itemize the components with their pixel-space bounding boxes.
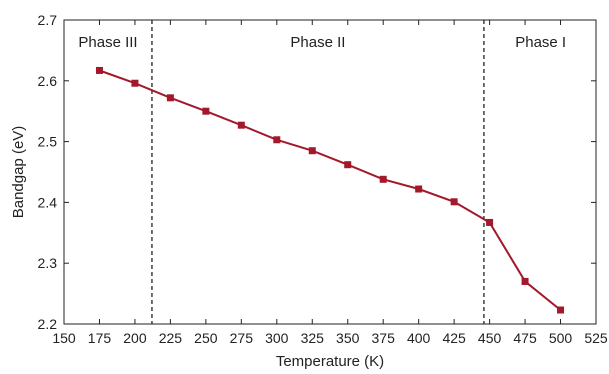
y-tick-label: 2.2 (38, 316, 58, 332)
x-tick-labels: 150 175 200 225 250 275 300 325 350 375 400 425 450 4… (52, 330, 608, 346)
data-point (308, 147, 316, 155)
y-tick-label: 2.7 (38, 12, 58, 28)
y-tick-label: 2.6 (38, 73, 58, 89)
data-point (166, 94, 174, 102)
x-tick-label: 400 (407, 330, 431, 346)
y-tick-label: 2.4 (38, 194, 58, 210)
x-tick-label: 225 (159, 330, 183, 346)
series-line (99, 69, 562, 311)
plot-frame-group (63, 19, 597, 325)
data-series (95, 66, 565, 314)
data-point (202, 107, 210, 115)
x-tick-label: 425 (442, 330, 466, 346)
x-tick-label: 150 (52, 330, 76, 346)
data-point (344, 161, 352, 169)
y-tick-label: 2.5 (38, 134, 58, 150)
phase-label: Phase I (515, 34, 566, 51)
phase-labels: Phase III Phase II Phase I (78, 34, 566, 51)
y-tick-labels: 2.2 2.3 2.4 2.5 2.6 2.7 (38, 12, 58, 332)
data-point (450, 198, 458, 206)
y-tick-label: 2.3 (38, 255, 58, 271)
x-tick-label: 375 (372, 330, 396, 346)
data-point (273, 136, 281, 144)
data-point (557, 306, 565, 314)
axis-ticks (63, 19, 597, 325)
phase-boundaries (151, 20, 485, 324)
x-tick-label: 350 (336, 330, 360, 346)
data-point (415, 185, 423, 193)
phase-label: Phase II (290, 34, 345, 51)
data-point (521, 277, 529, 285)
x-tick-label: 475 (513, 330, 537, 346)
data-point (131, 79, 139, 87)
x-tick-label: 525 (584, 330, 608, 346)
x-tick-label: 450 (478, 330, 502, 346)
x-tick-label: 300 (265, 330, 289, 346)
plot-frame (63, 19, 597, 325)
data-point (379, 175, 387, 183)
data-point (486, 218, 494, 226)
x-tick-label: 500 (549, 330, 573, 346)
data-point (95, 66, 103, 74)
x-axis-title: Temperature (K) (276, 353, 384, 370)
x-tick-label: 175 (88, 330, 112, 346)
y-axis-title: Bandgap (eV) (10, 126, 27, 219)
x-tick-label: 250 (194, 330, 218, 346)
x-tick-label: 275 (230, 330, 254, 346)
x-tick-label: 325 (301, 330, 325, 346)
data-point (237, 121, 245, 129)
x-tick-label: 200 (123, 330, 147, 346)
phase-label: Phase III (78, 34, 137, 51)
